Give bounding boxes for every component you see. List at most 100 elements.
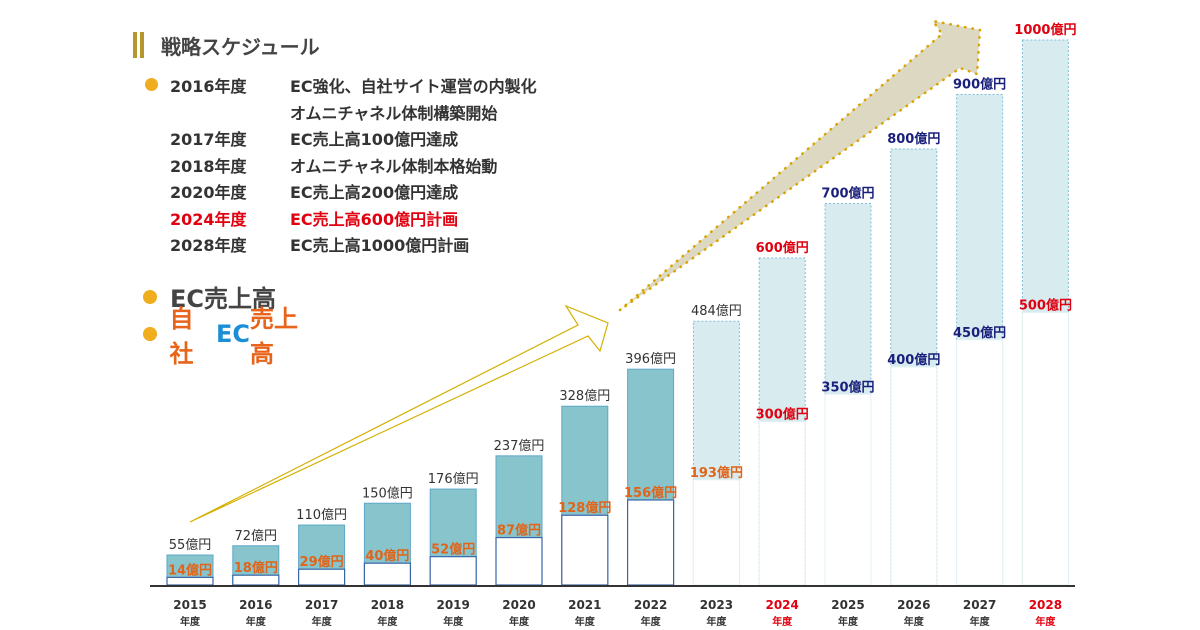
own-ec-bar bbox=[626, 499, 675, 586]
own-ec-bar bbox=[495, 536, 543, 586]
x-tick-suffix: 年度 bbox=[312, 615, 333, 628]
x-tick-label: 2022 bbox=[634, 598, 667, 612]
x-tick-label: 2015 bbox=[173, 598, 206, 612]
schedule-item: 2020年度 EC売上高200億円達成 bbox=[145, 178, 537, 205]
schedule-text: EC売上高100億円達成 bbox=[290, 130, 459, 150]
legend-label-suffix: 売上高 bbox=[249, 304, 298, 368]
own-ec-bar bbox=[166, 576, 214, 586]
growth-arrow-outline bbox=[189, 304, 609, 523]
own-ec-label: 87億円 bbox=[497, 523, 541, 539]
own-ec-bar bbox=[363, 562, 411, 586]
x-tick-label: 2018 bbox=[371, 598, 404, 612]
schedule-year: 2024年度 bbox=[170, 209, 247, 229]
x-tick-label: 2024 bbox=[765, 598, 798, 612]
ec-total-label: 1000億円 bbox=[1014, 22, 1076, 38]
x-tick-label: 2025 bbox=[831, 598, 864, 612]
x-tick-suffix: 年度 bbox=[377, 615, 398, 628]
x-tick-label: 2027 bbox=[963, 598, 996, 612]
ec-total-label: 328億円 bbox=[559, 388, 610, 404]
x-tick-suffix: 年度 bbox=[772, 615, 793, 628]
own-ec-bar bbox=[232, 574, 280, 586]
own-ec-label: 500億円 bbox=[1019, 298, 1072, 314]
x-tick-label: 2026 bbox=[897, 598, 930, 612]
own-ec-bar bbox=[561, 514, 609, 586]
ec-total-label: 700億円 bbox=[821, 186, 874, 202]
own-ec-label: 18億円 bbox=[234, 560, 278, 576]
schedule-item: 2018年度 オムニチャネル体制本格始動 bbox=[145, 152, 537, 179]
own-ec-bar bbox=[298, 568, 346, 586]
x-tick-suffix: 年度 bbox=[706, 615, 727, 628]
schedule-year: 2016年度 bbox=[170, 77, 247, 97]
own-ec-label: 400億円 bbox=[887, 352, 940, 368]
title-accent bbox=[140, 32, 144, 58]
x-tick-suffix: 年度 bbox=[904, 615, 925, 628]
legend-label: EC売上高 bbox=[170, 285, 277, 313]
legend-label-prefix: 自社 bbox=[169, 304, 194, 368]
schedule-item: 2024年度 EC売上高600億円計画 bbox=[145, 205, 537, 232]
schedule-year: 2018年度 bbox=[170, 156, 247, 176]
x-tick-label: 2023 bbox=[700, 598, 733, 612]
legend: EC売上高 自社 EC 売上高 bbox=[143, 278, 320, 368]
page-title: 戦略スケジュール bbox=[161, 34, 320, 59]
x-tick-suffix: 年度 bbox=[641, 615, 662, 628]
own-ec-bar bbox=[890, 366, 938, 586]
own-ec-bar bbox=[758, 421, 806, 586]
own-ec-label: 52億円 bbox=[431, 542, 475, 558]
own-ec-label: 40億円 bbox=[365, 548, 409, 564]
own-ec-label: 156億円 bbox=[624, 485, 677, 501]
own-ec-bar bbox=[692, 479, 740, 586]
ec-total-label: 176億円 bbox=[428, 471, 479, 487]
x-tick-suffix: 年度 bbox=[970, 615, 991, 628]
ec-total-label: 900億円 bbox=[953, 77, 1006, 93]
ec-total-label: 72億円 bbox=[235, 528, 278, 544]
bars-layer bbox=[166, 39, 1069, 586]
bullet-cell bbox=[145, 76, 170, 95]
own-ec-bar bbox=[824, 393, 872, 586]
x-tick-label: 2020 bbox=[502, 598, 535, 612]
x-tick-label: 2021 bbox=[568, 598, 601, 612]
legend-label-ec: EC bbox=[215, 319, 250, 348]
schedule-year: 2020年度 bbox=[170, 183, 247, 203]
strategy-panel: 戦略スケジュール 2016年度 EC強化、自社サイト運営の内製化 オムニチャネル体制… bbox=[133, 30, 537, 368]
title-accent bbox=[133, 32, 137, 58]
ec-total-label: 484億円 bbox=[691, 303, 742, 319]
x-tick-suffix: 年度 bbox=[838, 615, 859, 628]
ec-total-label: 55億円 bbox=[169, 537, 212, 553]
own-ec-label: 29億円 bbox=[300, 554, 344, 570]
schedule-item: 2028年度 EC売上高1000億円計画 bbox=[145, 231, 537, 258]
ec-total-label: 800億円 bbox=[887, 131, 940, 147]
own-ec-label: 300億円 bbox=[756, 407, 809, 423]
schedule-text: オムニチャネル体制本格始動 bbox=[290, 156, 498, 176]
ec-total-label: 110億円 bbox=[296, 507, 347, 523]
schedule-text: EC強化、自社サイト運営の内製化 bbox=[290, 77, 537, 97]
x-tick-label: 2016 bbox=[239, 598, 272, 612]
own-ec-label: 193億円 bbox=[690, 465, 743, 481]
x-tick-suffix: 年度 bbox=[180, 615, 201, 628]
schedule-item: オムニチャネル体制構築開始 bbox=[145, 99, 537, 126]
x-tick-label: 2019 bbox=[436, 598, 469, 612]
ec-total-label: 150億円 bbox=[362, 485, 413, 501]
x-tick-suffix: 年度 bbox=[509, 615, 530, 628]
ec-total-label: 600億円 bbox=[756, 240, 809, 256]
x-tick-label: 2017 bbox=[305, 598, 338, 612]
bullet-icon bbox=[145, 77, 158, 91]
own-ec-bar bbox=[956, 339, 1004, 586]
own-ec-label: 350億円 bbox=[821, 379, 874, 395]
bullet-icon bbox=[143, 326, 157, 341]
schedule-text: EC売上高1000億円計画 bbox=[290, 236, 470, 256]
schedule-text: EC売上高600億円計画 bbox=[290, 209, 459, 229]
x-tick-suffix: 年度 bbox=[443, 615, 464, 628]
x-tick-suffix: 年度 bbox=[575, 615, 596, 628]
legend-own-ec: 自社 EC 売上高 bbox=[143, 305, 320, 368]
x-tick-suffix: 年度 bbox=[1035, 615, 1056, 628]
own-ec-bar bbox=[1021, 312, 1069, 586]
own-ec-label: 14億円 bbox=[168, 562, 212, 578]
schedule-text: EC売上高200億円達成 bbox=[290, 183, 459, 203]
own-ec-bar bbox=[429, 556, 477, 586]
schedule-item: 2016年度 EC強化、自社サイト運営の内製化 bbox=[145, 72, 537, 99]
schedule-year: 2017年度 bbox=[170, 130, 247, 150]
schedule-item: 2017年度 EC売上高100億円達成 bbox=[145, 125, 537, 152]
schedule-year: 2028年度 bbox=[170, 236, 247, 256]
ec-total-label: 237億円 bbox=[494, 438, 545, 454]
